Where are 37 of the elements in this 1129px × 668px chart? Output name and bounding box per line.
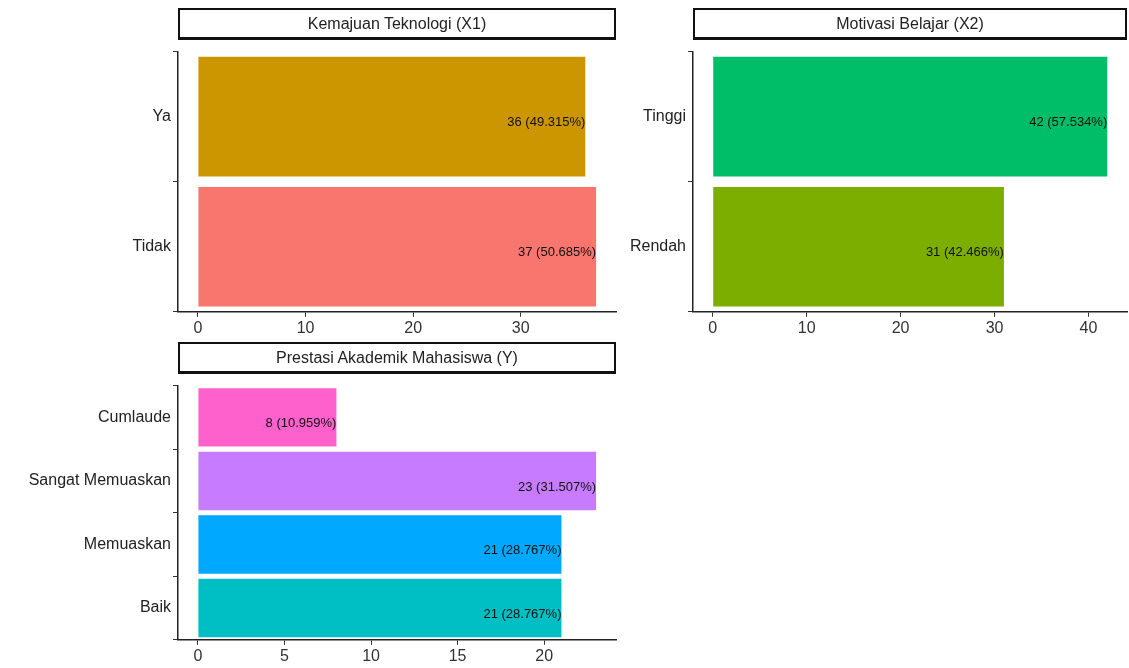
x-tick-label: 10 <box>362 646 381 664</box>
bar <box>198 515 562 574</box>
data-label: 31 (42.466%) <box>925 244 1004 260</box>
x-tick-label: 10 <box>296 318 315 336</box>
chart-title: Kemajuan Teknologi (X1) <box>178 8 616 40</box>
y-tick-label: Sangat Memuaskan <box>28 471 171 489</box>
y-tick-label: Tidak <box>132 237 172 255</box>
data-label: 21 (28.767%) <box>483 605 562 621</box>
x-tick-label: 20 <box>404 318 423 336</box>
y-tick-label: Tinggi <box>643 107 686 125</box>
bar <box>198 451 597 511</box>
x-tick-label: 0 <box>193 646 203 664</box>
data-label: 21 (28.767%) <box>483 542 562 558</box>
x-tick-label: 15 <box>448 646 467 664</box>
x-tick-label: 40 <box>1079 318 1098 336</box>
x-tick-label: 20 <box>891 318 910 336</box>
data-label: 8 (10.959%) <box>265 414 337 430</box>
y-tick-label: Ya <box>152 107 172 125</box>
y-tick-label: Rendah <box>629 237 686 255</box>
data-label: 37 (50.685%) <box>518 244 597 260</box>
x-tick-label: 0 <box>193 318 203 336</box>
y-tick-label: Memuaskan <box>83 534 171 552</box>
data-label: 36 (49.315%) <box>507 114 586 130</box>
x-tick-label: 30 <box>511 318 530 336</box>
data-label: 42 (57.534%) <box>1029 114 1108 130</box>
x-tick-label: 5 <box>280 646 290 664</box>
bar <box>198 388 337 447</box>
y-tick-label: Baik <box>139 598 172 616</box>
bar <box>198 578 562 638</box>
x-tick-label: 10 <box>797 318 816 336</box>
data-label: 23 (31.507%) <box>518 478 597 494</box>
chart-title: Motivasi Belajar (X2) <box>693 8 1127 40</box>
x-tick-label: 20 <box>535 646 554 664</box>
y-tick-label: Cumlaude <box>98 407 172 425</box>
x-tick-label: 0 <box>708 318 718 336</box>
x-tick-label: 30 <box>985 318 1004 336</box>
chart-title: Prestasi Akademik Mahasiswa (Y) <box>178 342 616 374</box>
